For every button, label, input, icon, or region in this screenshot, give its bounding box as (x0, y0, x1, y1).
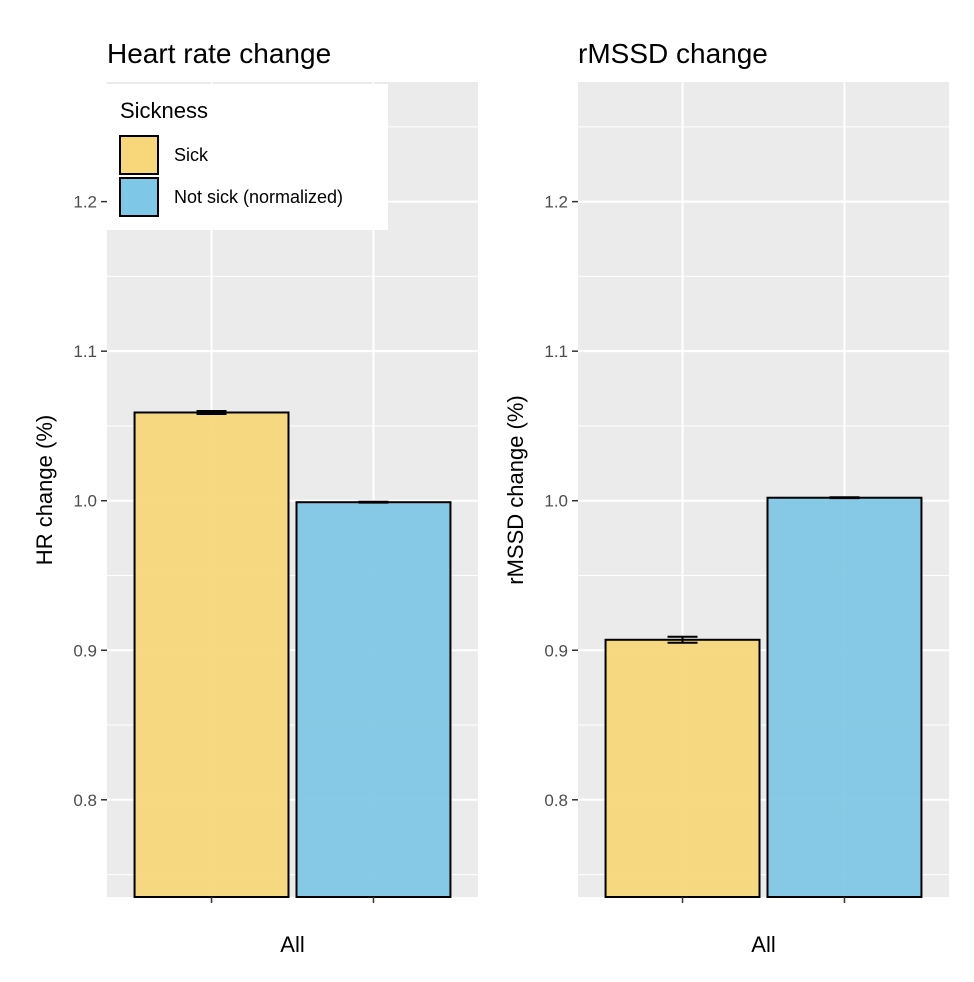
x-ticks-heart-rate: All (210, 897, 375, 957)
y-axis-title-heart-rate: HR change (%) (32, 415, 57, 565)
y-tick-label: 1.2 (544, 193, 568, 212)
y-tick-label: 0.8 (73, 791, 97, 810)
bars-rmssd (604, 496, 923, 898)
bar-sick (133, 411, 290, 898)
bars-heart-rate (133, 409, 452, 898)
panel-title-rmssd: rMSSD change (578, 38, 768, 69)
y-tick-label: 0.9 (73, 641, 97, 660)
bar-not-sick-normalized (766, 496, 923, 898)
legend-swatch (119, 177, 159, 217)
legend-label: Not sick (normalized) (174, 187, 343, 207)
y-ticks-rmssd: 0.8 0.9 1.0 1.1 1.2 (544, 193, 578, 810)
y-tick-label: 1.0 (544, 492, 568, 511)
legend-title: Sickness (120, 98, 208, 123)
y-ticks-heart-rate: 0.8 0.9 1.0 1.1 1.2 (73, 193, 107, 810)
legend-swatch (119, 135, 159, 175)
y-tick-label: 0.8 (544, 791, 568, 810)
legend: Sickness Sick Not sick (normalized) (107, 84, 388, 230)
panel-rmssd: rMSSD change rMSSD change (%) 0.8 0.9 1.0 1… (503, 38, 949, 957)
panel-title-heart-rate: Heart rate change (107, 38, 331, 69)
y-tick-label: 1.1 (73, 342, 97, 361)
legend-items: Sick Not sick (normalized) (119, 135, 343, 217)
y-tick-label: 1.0 (73, 492, 97, 511)
x-ticks-rmssd: All (681, 897, 846, 957)
legend-label: Sick (174, 145, 209, 165)
bar-not-sick-normalized (295, 501, 452, 898)
x-tick-label: All (751, 932, 775, 957)
y-tick-label: 0.9 (544, 641, 568, 660)
bar-sick (604, 638, 761, 898)
y-tick-label: 1.1 (544, 342, 568, 361)
y-axis-title-rmssd: rMSSD change (%) (503, 395, 528, 585)
x-tick-label: All (280, 932, 304, 957)
y-tick-label: 1.2 (73, 193, 97, 212)
